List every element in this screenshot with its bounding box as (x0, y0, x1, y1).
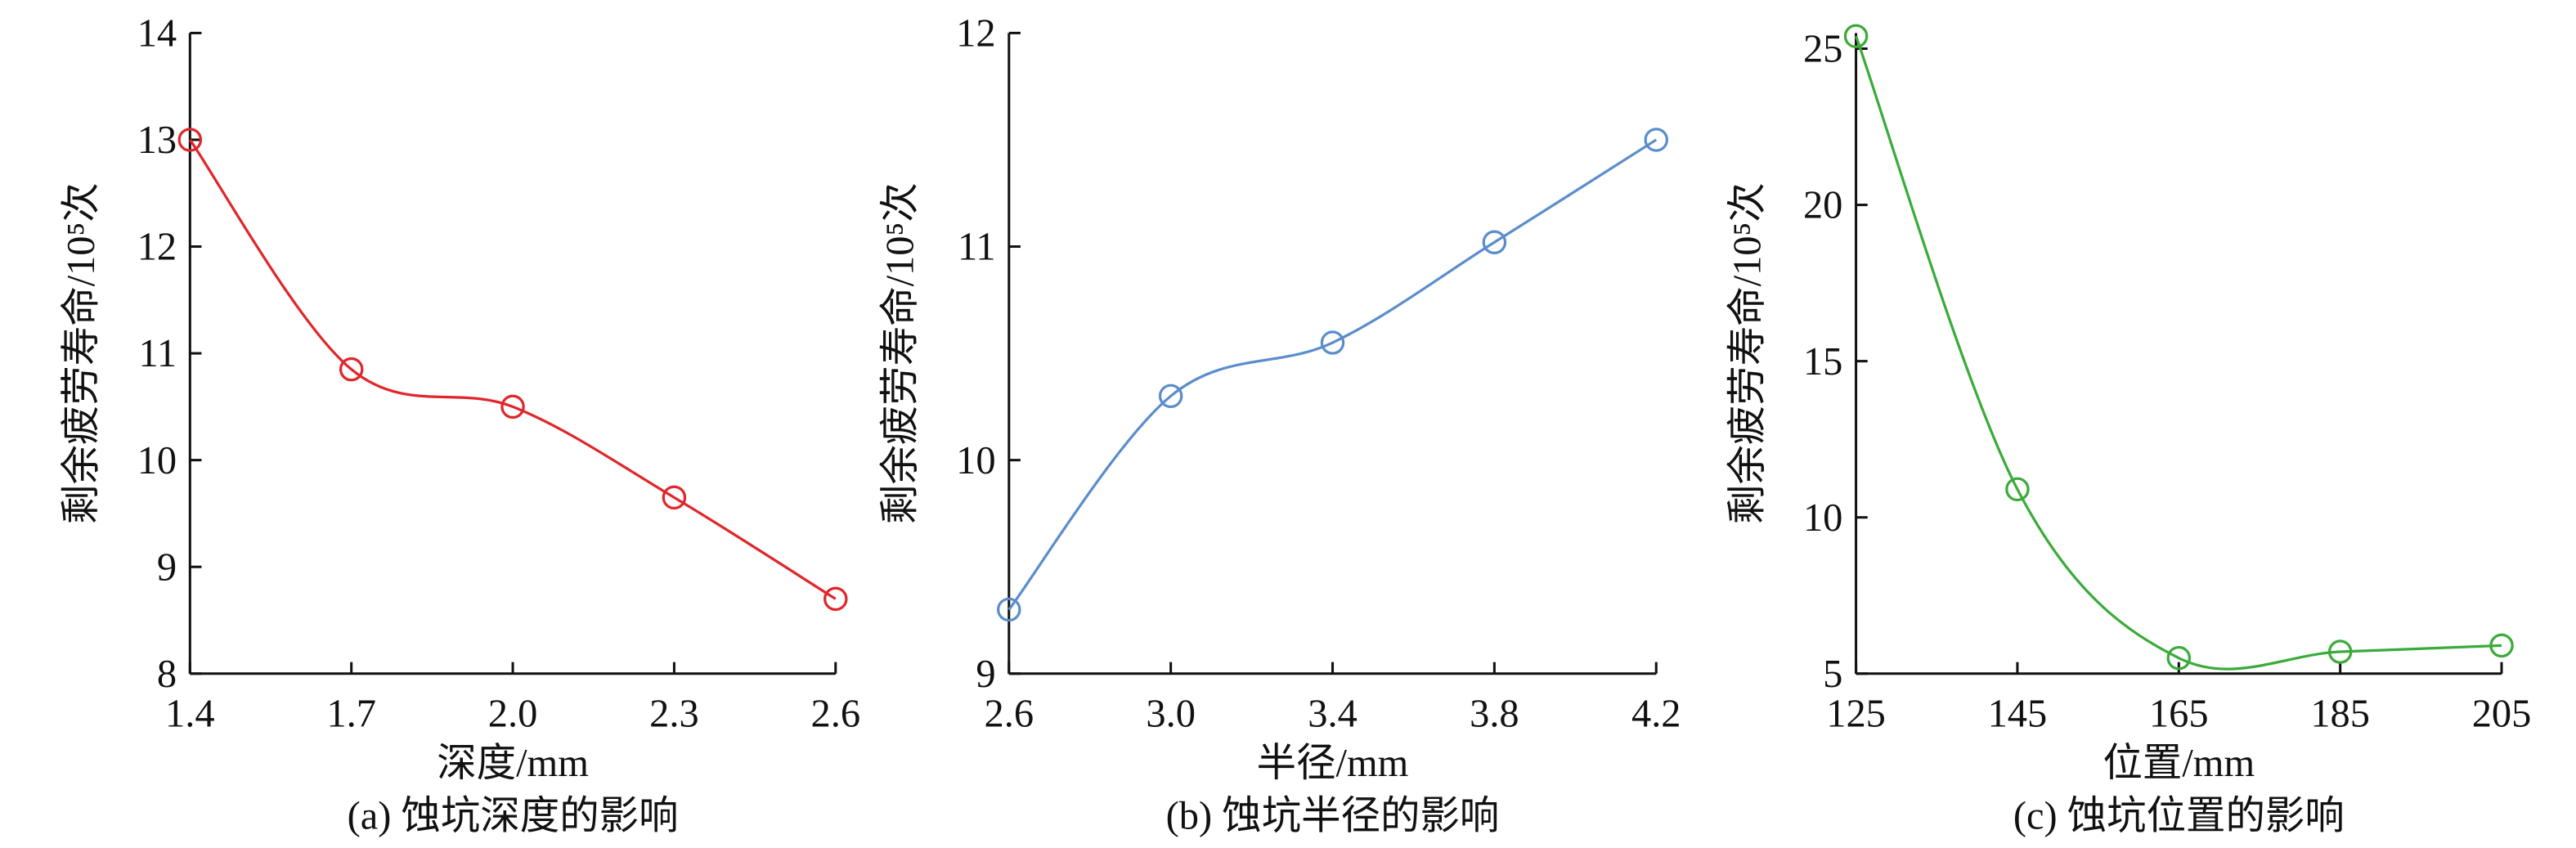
y-tick-label: 10 (137, 439, 177, 482)
marker (1158, 384, 1183, 409)
line (1008, 138, 1658, 611)
y-tick-label: 11 (139, 332, 177, 375)
marker (2327, 639, 2353, 664)
panel: 5 10 15 20 25 125 145 165 185 205 位置/mm (c) 蚀坑位置的影响… (1725, 24, 2532, 838)
marker (662, 485, 687, 510)
y-tick-label: 14 (137, 12, 177, 56)
y-tick-label: 11 (958, 226, 996, 269)
y-tick-label: 13 (137, 119, 177, 162)
y-tick-label: 25 (1803, 28, 1842, 71)
x-tick-label: 165 (2149, 692, 2209, 735)
x-tick-label: 145 (1988, 692, 2048, 735)
marker (997, 597, 1021, 622)
y-tick-label: 15 (1803, 340, 1842, 384)
y-tick-label: 12 (137, 226, 177, 269)
x-tick-label: 125 (1826, 692, 1886, 735)
panel: 9 10 11 12 2.6 3.0 3.4 3.8 4.2 半径/mm (b) 蚀坑半径的影响 剩余… (878, 12, 1681, 838)
marker (2489, 633, 2514, 658)
y-tick-label: 8 (157, 653, 177, 696)
x-axis-label: 半径/mm (1257, 742, 1409, 785)
x-axis-label: 深度/mm (437, 742, 589, 785)
y-tick-label: 12 (956, 12, 995, 56)
x-tick-label: 3.0 (1146, 692, 1196, 735)
x-tick-label: 185 (2310, 692, 2370, 735)
marker (2166, 645, 2192, 671)
x-axis-label: 位置/mm (2103, 742, 2255, 785)
x-tick-label: 1.7 (326, 692, 376, 735)
marker (1644, 128, 1668, 152)
x-tick-label: 4.2 (1631, 692, 1681, 735)
x-tick-label: 2.3 (649, 692, 699, 735)
y-tick-label: 20 (1803, 184, 1842, 227)
y-axis-label: 剩余疲劳寿命/10⁵次 (878, 182, 922, 524)
x-tick-label: 2.6 (985, 692, 1034, 735)
y-tick-label: 5 (1823, 653, 1842, 696)
x-tick-label: 3.8 (1470, 692, 1519, 735)
marker (824, 586, 848, 612)
marker (1482, 230, 1507, 255)
y-tick-label: 10 (1803, 496, 1842, 540)
line (1855, 35, 2502, 671)
y-tick-label: 10 (956, 439, 995, 482)
y-axis-label: 剩余疲劳寿命/10⁵次 (59, 182, 103, 524)
caption: (c) 蚀坑位置的影响 (2013, 795, 2345, 838)
y-tick-label: 9 (976, 653, 995, 696)
y-axis-label: 剩余疲劳寿命/10⁵次 (1725, 182, 1769, 524)
x-tick-label: 3.4 (1308, 692, 1358, 735)
marker (2005, 477, 2030, 502)
marker (177, 128, 203, 152)
caption: (b) 蚀坑半径的影响 (1166, 795, 1500, 838)
panel: 8 9 10 11 12 13 14 1.4 1.7 2.0 2.3 2.6 深度/mm (a) 蚀坑深度… (59, 12, 860, 838)
x-tick-label: 1.4 (165, 692, 215, 735)
y-tick-label: 9 (157, 545, 177, 589)
caption: (a) 蚀坑深度的影响 (348, 795, 679, 838)
line (188, 139, 837, 600)
marker (339, 357, 364, 382)
marker (1843, 24, 1869, 48)
x-tick-label: 2.0 (488, 692, 538, 735)
x-tick-label: 2.6 (810, 692, 860, 735)
marker (500, 394, 525, 420)
x-tick-label: 205 (2472, 692, 2532, 735)
marker (1320, 330, 1345, 355)
